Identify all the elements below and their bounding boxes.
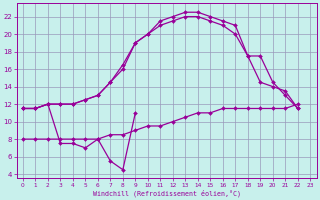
X-axis label: Windchill (Refroidissement éolien,°C): Windchill (Refroidissement éolien,°C): [92, 189, 241, 197]
